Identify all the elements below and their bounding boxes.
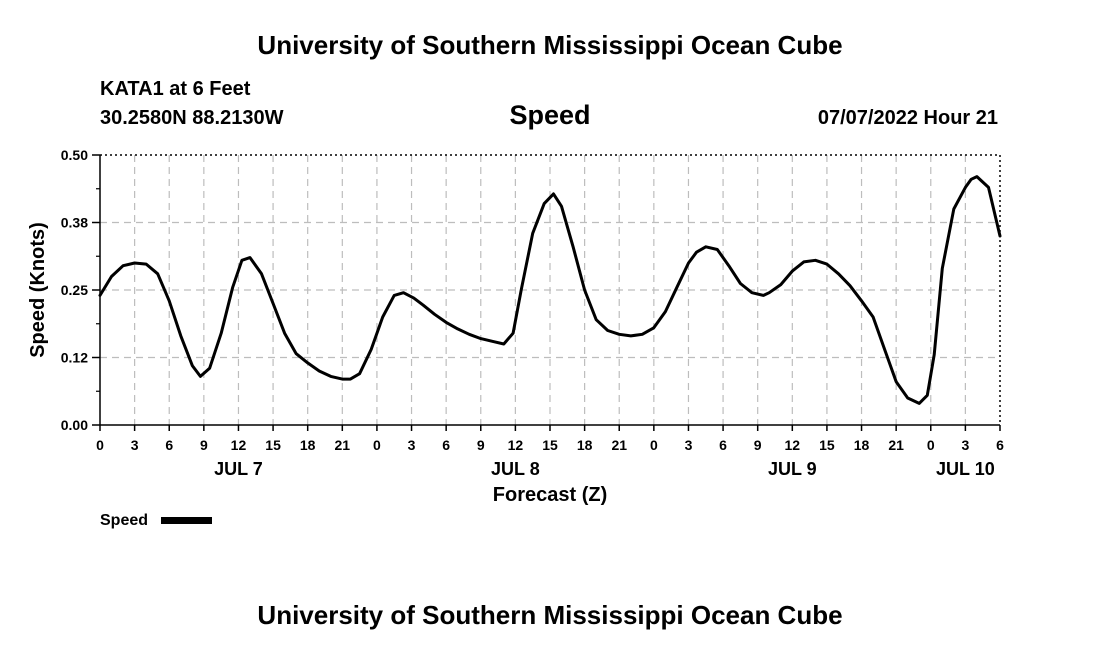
chart-bottom-title: University of Southern Mississippi Ocean… xyxy=(257,600,842,630)
day-labels: JUL 7 JUL 8 JUL 9 JUL 10 xyxy=(214,459,995,479)
x-tick-label: 18 xyxy=(300,437,316,453)
x-tick-label: 15 xyxy=(542,437,558,453)
x-tick-label: 15 xyxy=(819,437,835,453)
x-tick-label: 21 xyxy=(611,437,627,453)
y-tick-label: 0.00 xyxy=(61,417,88,433)
x-tick-label: 9 xyxy=(754,437,762,453)
chart-title: Speed xyxy=(509,100,590,130)
x-axis-ticks: 0 3 6 9 12 15 18 21 0 3 6 9 12 15 18 21 0 3 6 9 12 15 18 21 0 3 6 xyxy=(96,425,1004,453)
chart-top-title: University of Southern Mississippi Ocean… xyxy=(257,30,842,60)
y-tick-label: 0.25 xyxy=(61,282,88,298)
y-axis-ticks: 0.00 0.12 0.25 0.38 0.50 xyxy=(61,147,100,433)
series-layer xyxy=(98,175,1002,405)
x-tick-label: 9 xyxy=(477,437,485,453)
x-tick-label: 9 xyxy=(200,437,208,453)
series-line-speed xyxy=(98,175,1002,405)
legend-label: Speed xyxy=(100,512,148,529)
x-tick-label: 0 xyxy=(96,437,104,453)
x-tick-label: 18 xyxy=(577,437,593,453)
x-tick-label: 0 xyxy=(650,437,658,453)
forecast-datetime: 07/07/2022 Hour 21 xyxy=(818,107,998,129)
x-tick-label: 6 xyxy=(442,437,450,453)
station-label: KATA1 at 6 Feet xyxy=(100,78,251,100)
y-axis-label: Speed (Knots) xyxy=(27,222,49,358)
day-label: JUL 7 xyxy=(214,459,263,479)
legend-swatch xyxy=(161,517,212,524)
x-tick-label: 0 xyxy=(927,437,935,453)
station-coordinates: 30.2580N 88.2130W xyxy=(100,107,284,129)
x-tick-label: 3 xyxy=(961,437,969,453)
y-tick-label: 0.12 xyxy=(61,350,88,366)
day-label: JUL 8 xyxy=(491,459,540,479)
x-tick-label: 12 xyxy=(785,437,801,453)
x-tick-label: 3 xyxy=(131,437,139,453)
x-tick-label: 12 xyxy=(508,437,524,453)
x-tick-label: 6 xyxy=(165,437,173,453)
day-label: JUL 9 xyxy=(768,459,817,479)
x-tick-label: 18 xyxy=(854,437,870,453)
x-tick-label: 3 xyxy=(685,437,693,453)
x-tick-label: 12 xyxy=(231,437,247,453)
x-tick-label: 21 xyxy=(335,437,351,453)
x-tick-label: 21 xyxy=(888,437,904,453)
x-tick-label: 15 xyxy=(265,437,281,453)
y-tick-label: 0.50 xyxy=(61,147,88,163)
day-label: JUL 10 xyxy=(936,459,995,479)
x-tick-label: 6 xyxy=(996,437,1004,453)
x-tick-label: 6 xyxy=(719,437,727,453)
y-tick-label: 0.38 xyxy=(61,215,88,231)
x-tick-label: 3 xyxy=(408,437,416,453)
x-tick-label: 0 xyxy=(373,437,381,453)
x-axis-label: Forecast (Z) xyxy=(493,484,607,506)
grid-lines xyxy=(100,155,1000,425)
